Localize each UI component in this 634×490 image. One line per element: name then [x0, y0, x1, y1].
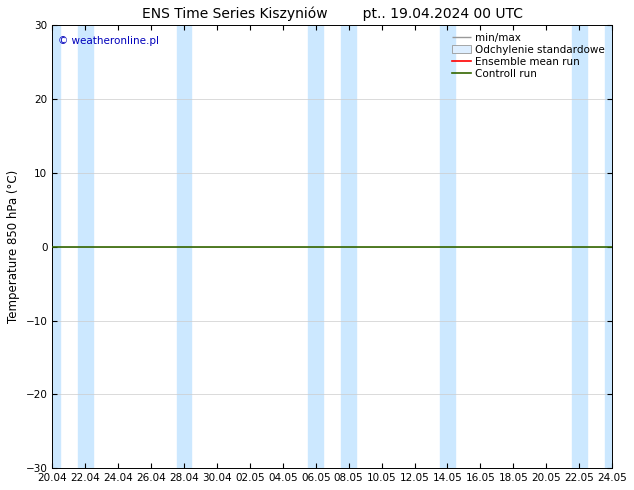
Text: © weatheronline.pl: © weatheronline.pl — [58, 36, 159, 47]
Bar — [440, 25, 455, 468]
Bar — [177, 25, 191, 468]
Title: ENS Time Series Kiszyniów        pt.. 19.04.2024 00 UTC: ENS Time Series Kiszyniów pt.. 19.04.202… — [142, 7, 522, 22]
Legend: min/max, Odchylenie standardowe, Ensemble mean run, Controll run: min/max, Odchylenie standardowe, Ensembl… — [450, 30, 607, 81]
Bar — [45, 25, 60, 468]
Bar — [605, 25, 619, 468]
Bar — [78, 25, 93, 468]
Bar — [308, 25, 323, 468]
Bar — [341, 25, 356, 468]
Y-axis label: Temperature 850 hPa (°C): Temperature 850 hPa (°C) — [7, 170, 20, 323]
Bar — [572, 25, 586, 468]
